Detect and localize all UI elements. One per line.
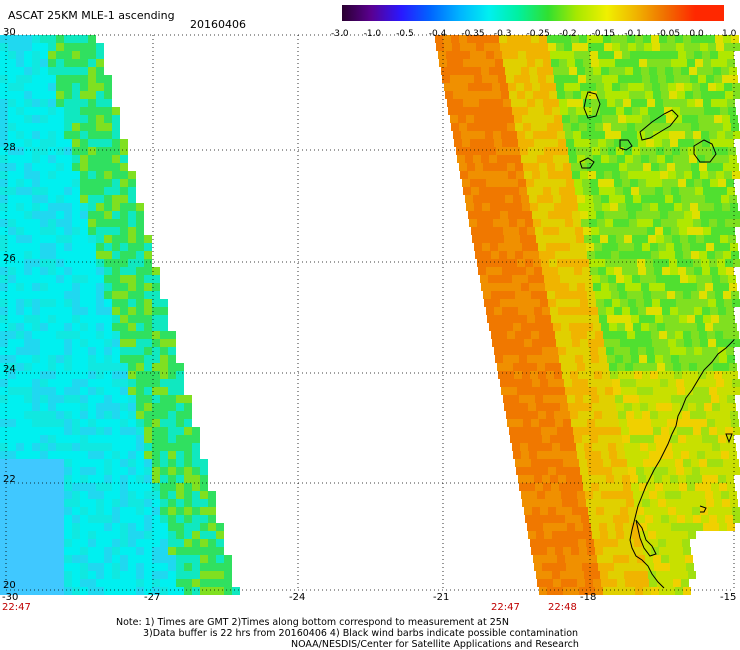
- colorbar-label: -0.1: [624, 29, 642, 39]
- x-tick-m15: -15: [720, 592, 737, 603]
- colorbar-label: -3.0: [331, 29, 349, 39]
- note-line-2: 3)Data buffer is 22 hrs from 20160406 4)…: [143, 628, 579, 639]
- colorbar-label: -0.3: [493, 29, 512, 39]
- coastline: [579, 91, 735, 589]
- y-tick-30: 30: [3, 27, 16, 38]
- x-tick-m21: -21: [433, 592, 450, 603]
- x-tick-m30: -30: [2, 592, 19, 603]
- x-tick-m18: -18: [580, 592, 597, 603]
- left-swath-data: [0, 35, 240, 595]
- colorbar: [342, 5, 725, 21]
- colorbar-swatch: [430, 5, 460, 21]
- note-line-3: NOAA/NESDIS/Center for Satellite Applica…: [291, 639, 579, 650]
- colorbar-swatch: [635, 5, 666, 21]
- x-tick-m24: -24: [289, 592, 306, 603]
- colorbar-label: -0.15: [591, 29, 615, 39]
- colorbar-label: -0.5: [396, 29, 414, 39]
- colorbar-swatch: [459, 5, 489, 21]
- y-tick-20: 20: [3, 580, 16, 591]
- colorbar-swatch: [371, 5, 401, 21]
- colorbar-label: -0.05: [656, 29, 681, 39]
- colorbar-swatch: [342, 5, 372, 21]
- colorbar-swatch: [518, 5, 548, 21]
- colorbar-label: -0.2: [559, 29, 577, 39]
- colorbar-label: 1.0: [722, 29, 737, 39]
- note-line-1: Note: 1) Times are GMT 2)Times along bot…: [116, 617, 509, 628]
- colorbar-swatch: [577, 5, 607, 21]
- y-tick-24: 24: [3, 364, 16, 375]
- colorbar-label: -0.35: [461, 29, 485, 39]
- colorbar-label: -0.25: [526, 29, 550, 39]
- time-label-right-2: 22:48: [548, 602, 577, 613]
- y-tick-26: 26: [3, 253, 16, 264]
- y-tick-22: 22: [3, 474, 16, 485]
- time-label-right-1: 22:47: [491, 602, 520, 613]
- right-swath-data: [435, 35, 740, 595]
- colorbar-swatch: [488, 5, 519, 21]
- y-tick-28: 28: [3, 142, 16, 153]
- colorbar-swatch: [400, 5, 431, 21]
- chart-date: 20160406: [190, 18, 246, 31]
- colorbar-swatch: [606, 5, 636, 21]
- chart-title: ASCAT 25KM MLE-1 ascending: [8, 9, 175, 22]
- colorbar-swatch: [665, 5, 695, 21]
- x-tick-m27: -27: [144, 592, 161, 603]
- colorbar-label: 0.0: [689, 29, 704, 39]
- wind-barbs: [699, 433, 733, 513]
- colorbar-label: -1.0: [363, 29, 382, 39]
- colorbar-label: -0.4: [428, 29, 447, 39]
- colorbar-swatch: [694, 5, 725, 21]
- colorbar-swatch: [547, 5, 578, 21]
- time-label-left: 22:47: [2, 602, 31, 613]
- graticule-grid: [5, 34, 735, 591]
